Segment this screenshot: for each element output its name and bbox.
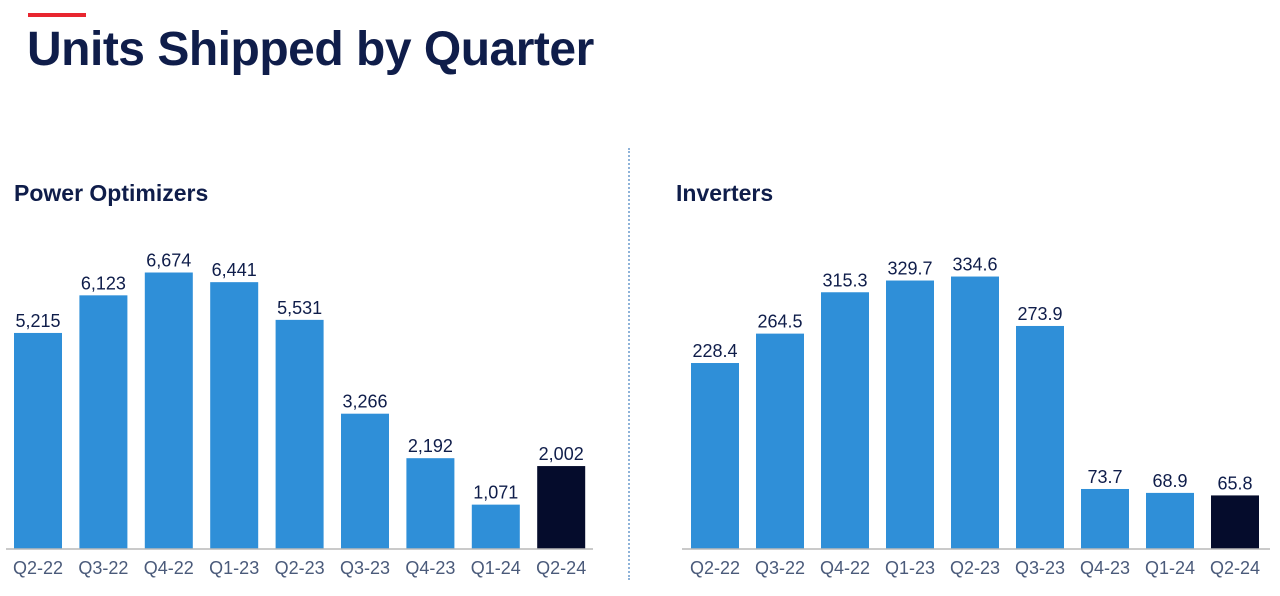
inverters-value-label: 228.4	[692, 341, 737, 361]
inverters-bar-q2-23	[951, 276, 999, 549]
inverters-category-label: Q2-22	[690, 558, 740, 578]
inverters-category-label: Q1-24	[1145, 558, 1195, 578]
inverters-value-label: 68.9	[1152, 471, 1187, 491]
power-optimizers-category-label: Q3-23	[340, 558, 390, 578]
title-accent-line	[28, 13, 86, 17]
power-optimizers-category-label: Q4-23	[405, 558, 455, 578]
inverters-bar-q4-22	[821, 292, 869, 549]
power-optimizers-category-label: Q2-23	[275, 558, 325, 578]
power-optimizers-category-label: Q3-22	[78, 558, 128, 578]
inverters-value-label: 334.6	[952, 255, 997, 275]
page-title: Units Shipped by Quarter	[27, 23, 594, 76]
power-optimizers-value-label: 1,071	[473, 483, 518, 503]
power-optimizers-bar-q2-24	[537, 466, 586, 549]
inverters-category-label: Q1-23	[885, 558, 935, 578]
inverters-bar-q2-24	[1211, 495, 1259, 549]
inverters-category-label: Q3-22	[755, 558, 805, 578]
inverters-category-label: Q2-24	[1210, 558, 1260, 578]
power-optimizers-value-label: 5,215	[15, 311, 60, 331]
inverters-bar-q3-22	[756, 333, 804, 549]
power-optimizers-category-label: Q1-23	[209, 558, 259, 578]
power-optimizers-bar-q3-22	[79, 295, 128, 549]
power-optimizers-bar-q4-22	[144, 272, 193, 549]
inverters-category-label: Q3-23	[1015, 558, 1065, 578]
inverters-bar-q1-23	[886, 280, 934, 549]
power-optimizers-value-label: 6,674	[146, 251, 191, 271]
power-optimizers-value-label: 6,441	[212, 260, 257, 280]
power-optimizers-bar-q3-23	[341, 413, 389, 549]
power-optimizers-value-label: 6,123	[81, 273, 126, 293]
inverters-value-label: 329.7	[887, 259, 932, 279]
power-optimizers-bar-q1-23	[210, 282, 259, 549]
inverters-value-label: 273.9	[1017, 304, 1062, 324]
power-optimizers-bar-q2-22	[14, 332, 62, 549]
chart-title-power-optimizers: Power Optimizers	[14, 180, 209, 206]
power-optimizers-value-label: 2,192	[408, 436, 453, 456]
inverters-bar-q4-23	[1081, 488, 1129, 549]
inverters-category-label: Q2-23	[950, 558, 1000, 578]
power-optimizers-bar-q2-23	[275, 319, 324, 549]
inverters-value-label: 73.7	[1087, 467, 1122, 487]
power-optimizers-category-label: Q4-22	[144, 558, 194, 578]
inverters-bar-q1-24	[1146, 492, 1194, 549]
power-optimizers-category-label: Q2-24	[536, 558, 586, 578]
inverters-value-label: 315.3	[822, 270, 867, 290]
inverters-category-label: Q4-22	[820, 558, 870, 578]
power-optimizers-category-label: Q1-24	[471, 558, 521, 578]
power-optimizers-value-label: 2,002	[539, 444, 584, 464]
inverters-bar-q2-22	[691, 363, 739, 549]
inverters-category-label: Q4-23	[1080, 558, 1130, 578]
chart-title-inverters: Inverters	[676, 180, 774, 206]
power-optimizers-bar-q4-23	[406, 458, 455, 549]
power-optimizers-value-label: 5,531	[277, 298, 322, 318]
inverters-bar-q3-23	[1016, 325, 1064, 549]
power-optimizers-value-label: 3,266	[342, 392, 387, 412]
power-optimizers-category-label: Q2-22	[13, 558, 63, 578]
power-optimizers-bar-q1-24	[471, 504, 520, 549]
inverters-value-label: 65.8	[1217, 473, 1252, 493]
panel-divider	[628, 148, 630, 580]
inverters-value-label: 264.5	[757, 312, 802, 332]
